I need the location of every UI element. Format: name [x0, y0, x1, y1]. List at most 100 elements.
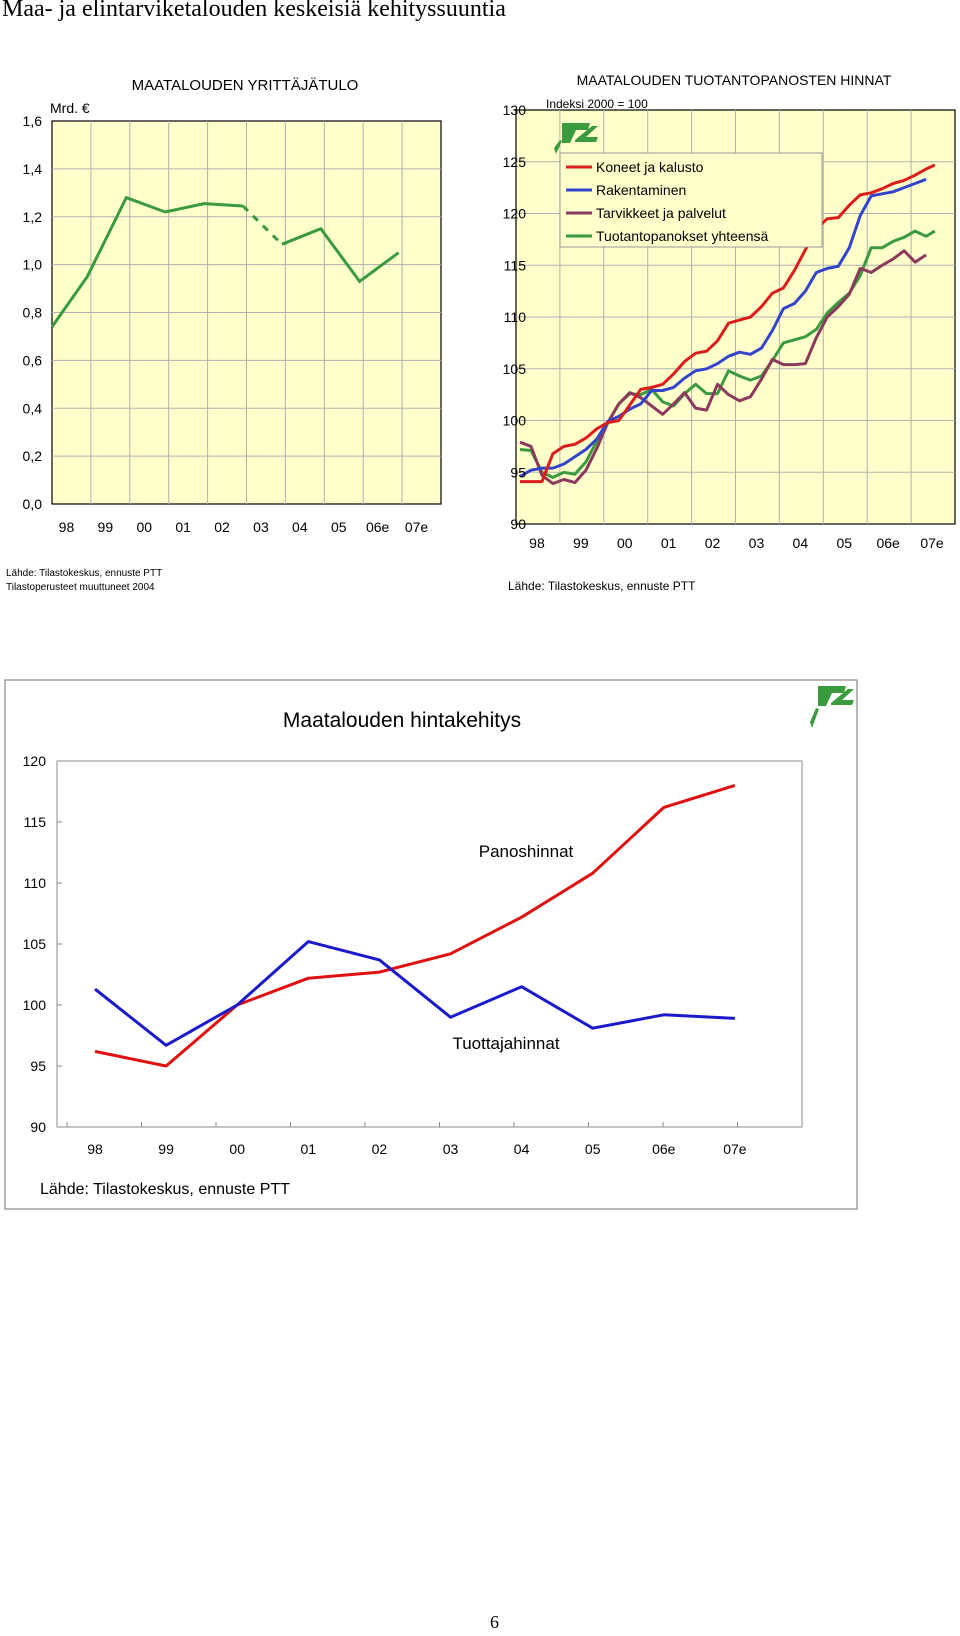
chart2-x-tick-label: 99	[573, 535, 589, 551]
chart3-series-label-panoshinnat: Panoshinnat	[479, 842, 574, 861]
chart1-y-tick-label: 0,4	[23, 400, 43, 416]
chart2-line-blue	[519, 177, 927, 478]
chart-entrepreneur-income: 0,0 0,2 0,4 0,6 0,8 1,0 1,2 1,4 1,6 98 99 00 01 02 03…	[6, 77, 442, 593]
chart1-y-tick-label: 0,6	[23, 352, 43, 368]
chart-price-development: 90 95 100 105 110 115 120 98 99 00 01 02 03 04 05 06e 0…	[4, 679, 858, 1210]
chart3-x-tick-label: 07e	[723, 1141, 747, 1157]
chart1-line-break	[241, 204, 283, 246]
chart2-source: Lähde: Tilastokeskus, ennuste PTT	[508, 579, 696, 593]
chart1-line-revised	[281, 226, 400, 284]
chart1-source: Lähde: Tilastokeskus, ennuste PTT	[6, 568, 162, 579]
chart1-y-tick-label: 0,8	[23, 305, 43, 321]
chart1-note: Tilastoperusteet muuttuneet 2004	[6, 582, 155, 593]
chart3-x-tick-label: 04	[514, 1141, 530, 1157]
ptt-logo-icon	[554, 123, 598, 154]
chart3-y-tick-label: 100	[23, 997, 47, 1013]
chart-input-prices: Koneet ja kalusto Rakentaminen Tarvikkeet …	[503, 72, 956, 593]
chart2-x-tick-label: 01	[661, 535, 677, 551]
chart2-y-tick-label: 120	[503, 206, 527, 222]
chart1-grid	[52, 121, 441, 504]
chart2-series	[519, 163, 936, 486]
chart2-y-tick-label: 105	[503, 361, 527, 377]
chart2-y-tick-label: 110	[504, 309, 527, 325]
chart2-x-tick-label: 03	[749, 535, 765, 551]
chart1-y-tick-label: 0,0	[23, 496, 43, 512]
chart3-y-tick-labels: 90 95 100 105 110 115 120	[23, 753, 47, 1135]
chart3-series	[94, 783, 736, 1068]
chart2-x-tick-label: 02	[705, 535, 721, 551]
chart3-y-tick-label: 105	[23, 936, 47, 952]
chart2-legend: Koneet ja kalusto Rakentaminen Tarvikkeet …	[559, 152, 823, 248]
chart2-legend-label: Tuotantopanokset yhteensä	[596, 228, 768, 244]
logo-shape	[554, 140, 562, 154]
chart3-x-tick-label: 02	[372, 1141, 388, 1157]
ptt-logo-icon	[810, 686, 854, 728]
chart1-x-tick-label: 00	[136, 519, 152, 535]
chart3-x-tick-label: 06e	[652, 1141, 676, 1157]
chart3-tick-marks	[57, 760, 738, 1128]
chart1-y-tick-label: 1,4	[23, 161, 43, 177]
logo-shape	[810, 708, 819, 728]
chart3-x-tick-labels: 98 99 00 01 02 03 04 05 06e 07e	[87, 1141, 747, 1157]
chart3-y-tick-label: 120	[23, 753, 47, 769]
chart3-x-tick-label: 98	[87, 1141, 103, 1157]
chart2-x-tick-label: 07e	[920, 535, 944, 551]
chart1-line-actual	[50, 195, 243, 328]
chart1-y-tick-label: 1,6	[23, 113, 43, 129]
chart1-unit-label: Mrd. €	[50, 100, 90, 116]
chart2-x-tick-label: 06e	[876, 535, 900, 551]
chart3-frame	[4, 679, 858, 1210]
logo-shape	[575, 126, 598, 142]
chart2-x-tick-label: 98	[529, 535, 545, 551]
page-title: Maa- ja elintarviketalouden keskeisiä ke…	[2, 0, 506, 22]
chart1-x-tick-label: 04	[292, 519, 308, 535]
chart1-y-tick-label: 1,2	[23, 209, 43, 225]
chart3-line-chart3_red	[94, 783, 736, 1068]
chart2-y-tick-label: 115	[504, 257, 527, 273]
chart1-x-tick-label: 05	[331, 519, 347, 535]
chart3-y-tick-label: 90	[30, 1119, 46, 1135]
chart2-line-red	[520, 163, 936, 484]
chart2-legend-label: Koneet ja kalusto	[596, 159, 704, 175]
chart1-x-tick-label: 02	[214, 519, 230, 535]
chart2-subtitle: Indeksi 2000 = 100	[546, 97, 648, 111]
chart1-x-tick-label: 01	[175, 519, 191, 535]
page-number: 6	[490, 1612, 499, 1632]
chart2-title: MAATALOUDEN TUOTANTOPANOSTEN HINNAT	[577, 72, 892, 88]
chart1-y-tick-label: 1,0	[23, 257, 43, 273]
chart1-y-tick-labels: 0,0 0,2 0,4 0,6 0,8 1,0 1,2 1,4 1,6	[23, 113, 43, 512]
chart2-y-tick-labels: 90 95 100 105 110 115 120 125 130	[503, 102, 527, 532]
chart2-x-tick-label: 04	[793, 535, 809, 551]
chart3-y-tick-label: 95	[30, 1058, 46, 1074]
chart1-x-tick-label: 06e	[366, 519, 390, 535]
chart3-x-tick-label: 01	[301, 1141, 317, 1157]
chart1-x-tick-label: 03	[253, 519, 269, 535]
chart3-y-tick-label: 110	[24, 875, 47, 891]
chart3-x-tick-label: 05	[585, 1141, 601, 1157]
chart1-y-tick-label: 0,2	[23, 448, 43, 464]
chart1-series	[50, 195, 400, 328]
logo-shape	[831, 689, 854, 705]
chart2-legend-label: Tarvikkeet ja palvelut	[596, 205, 726, 221]
chart3-line-chart3_blue	[94, 940, 735, 1047]
chart3-series-label-tuottajahinnat: Tuottajahinnat	[452, 1034, 559, 1053]
chart2-legend-box	[559, 152, 823, 248]
chart2-line-purple	[519, 249, 927, 486]
chart1-title: MAATALOUDEN YRITTÄJÄTULO	[132, 77, 359, 94]
chart3-source: Lähde: Tilastokeskus, ennuste PTT	[40, 1181, 290, 1198]
chart2-legend-label: Rakentaminen	[596, 182, 686, 198]
logo-shape	[818, 686, 846, 706]
chart2-y-tick-label: 100	[503, 413, 527, 429]
chart1-x-tick-label: 98	[59, 519, 75, 535]
chart2-line-green	[519, 229, 936, 479]
chart2-x-tick-labels: 98 99 00 01 02 03 04 05 06e 07e	[529, 535, 944, 551]
chart3-y-tick-label: 115	[24, 814, 47, 830]
logo-shape	[562, 123, 590, 143]
chart2-y-tick-label: 90	[510, 516, 526, 532]
chart3-title: Maatalouden hintakehitys	[283, 709, 521, 732]
chart2-y-tick-label: 95	[510, 464, 526, 480]
chart2-y-tick-label: 130	[503, 102, 527, 118]
chart1-x-tick-label: 99	[98, 519, 114, 535]
chart1-x-tick-label: 07e	[405, 519, 429, 535]
